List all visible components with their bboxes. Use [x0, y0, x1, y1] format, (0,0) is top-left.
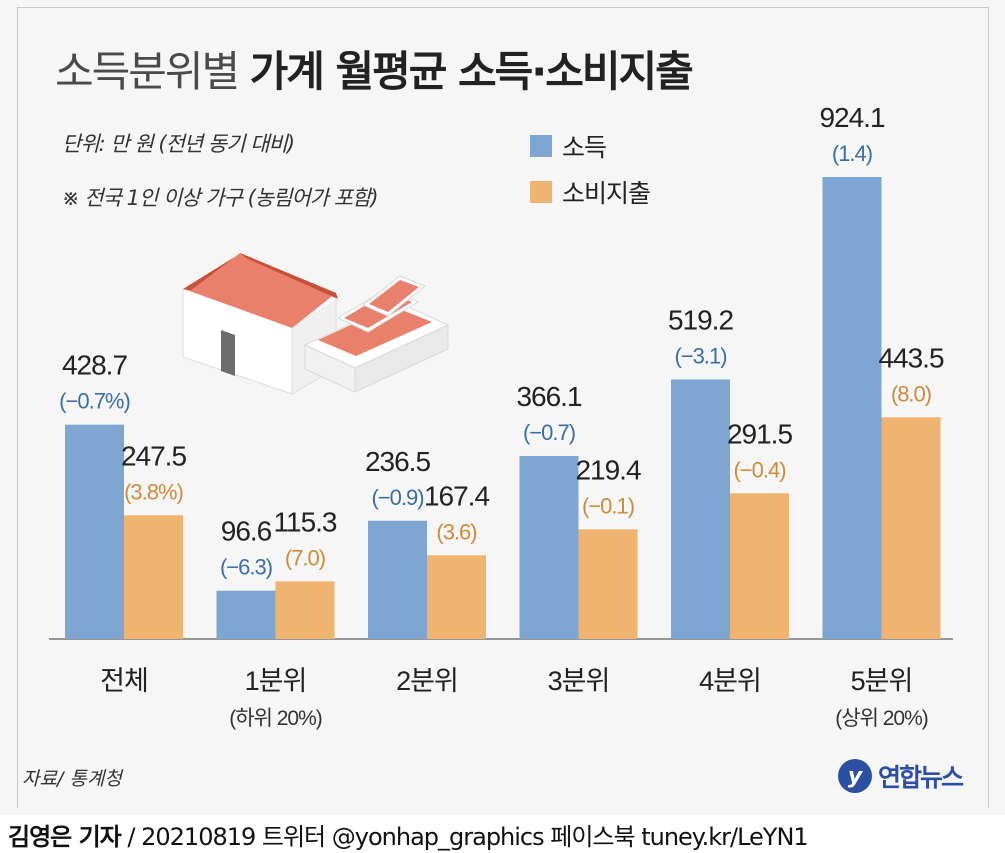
infographic-card: 소득분위별 가계 월평균 소득·소비지출 단위: 만 원 (전년 동기 대비) … [17, 7, 989, 808]
bars-layer [65, 177, 941, 639]
category-label: 1분위 [245, 666, 307, 696]
category-label: 5분위 [851, 666, 913, 696]
value-label-income: 366.1 [516, 381, 581, 412]
labels-layer: 428.7 (−0.7%) 247.5 (3.8%) 전체 96.6 (−6.3)115.3… [59, 102, 945, 730]
legend-income: 소득 [530, 131, 607, 162]
bar-spending [275, 581, 335, 639]
bar-chart: 428.7 (−0.7%) 247.5 (3.8%) 전체 96.6 (−6.3)115.3… [49, 102, 953, 730]
change-label-spending: (3.8%) [124, 479, 183, 504]
value-label-income: 236.5 [365, 446, 430, 477]
reporter-name: 김영은 기자 [8, 823, 122, 851]
value-label-spending: 291.5 [727, 418, 792, 449]
legend-spending-label: 소비지출 [562, 179, 651, 208]
value-label-income: 96.6 [221, 516, 272, 547]
bar-income [822, 177, 882, 639]
value-label-spending: 115.3 [274, 506, 337, 537]
legend-income-label: 소득 [562, 133, 607, 162]
value-label-spending: 219.4 [575, 454, 640, 485]
card-frame [17, 7, 989, 808]
chart-title: 소득분위별 가계 월평균 소득·소비지출 [55, 38, 694, 99]
value-label-spending: 443.5 [878, 342, 943, 373]
logo-mark-icon: y [838, 759, 872, 793]
change-label-income: (−3.1) [674, 343, 726, 368]
credit-details: / 20210819 트위터 @yonhap_graphics 페이스북 tun… [120, 823, 808, 851]
bar-income [519, 455, 579, 639]
value-label-spending: 167.4 [424, 480, 489, 511]
category-sublabel: (상위 20%) [835, 707, 928, 730]
legend-spending-swatch [530, 181, 552, 203]
value-label-income: 428.7 [62, 350, 127, 381]
change-label-spending: (8.0) [891, 381, 931, 406]
value-label-spending: 247.5 [121, 440, 186, 471]
yonhap-logo: y 연합뉴스 [838, 758, 964, 794]
category-label: 3분위 [548, 666, 610, 696]
title-light: 소득분위별 [55, 47, 240, 96]
change-label-income: (−0.7%) [59, 389, 130, 414]
change-label-income: (−0.7) [523, 420, 575, 445]
category-label: 전체 [100, 666, 148, 696]
change-label-income: (−6.3) [220, 555, 272, 580]
legend-income-swatch [530, 135, 552, 157]
value-label-income: 519.2 [668, 304, 733, 335]
bar-spending [124, 515, 183, 639]
cash-stack-icon [303, 275, 450, 393]
change-label-spending: (7.0) [285, 545, 325, 570]
logo-text: 연합뉴스 [878, 763, 964, 792]
category-sublabel: (하위 20%) [229, 707, 322, 730]
change-label-spending: (−0.4) [733, 457, 785, 482]
change-label-income: (1.4) [832, 141, 872, 166]
title-bold: 가계 월평균 소득·소비지출 [249, 47, 694, 96]
category-label: 4분위 [699, 666, 761, 696]
legend-spending: 소비지출 [530, 177, 651, 208]
bar-income [216, 590, 276, 639]
credit-line: 김영은 기자 / 20210819 트위터 @yonhap_graphics 페… [8, 817, 809, 852]
value-label-income: 924.1 [819, 102, 884, 133]
bar-income [368, 520, 427, 639]
bar-spending [730, 493, 789, 639]
category-label: 2분위 [396, 666, 458, 696]
bar-income [671, 379, 730, 639]
change-label-income: (−0.9) [371, 485, 423, 510]
bar-spending [578, 529, 638, 639]
bar-spending [881, 417, 941, 639]
change-label-spending: (3.6) [436, 519, 476, 544]
scope-note: ※ 전국 1인 이상 가구 (농림어가 포함) [62, 186, 379, 210]
change-label-spending: (−0.1) [582, 493, 634, 518]
bar-spending [427, 555, 486, 639]
bar-income [65, 424, 124, 639]
unit-note: 단위: 만 원 (전년 동기 대비) [62, 132, 295, 156]
source-note: 자료/ 통계청 [22, 768, 122, 790]
